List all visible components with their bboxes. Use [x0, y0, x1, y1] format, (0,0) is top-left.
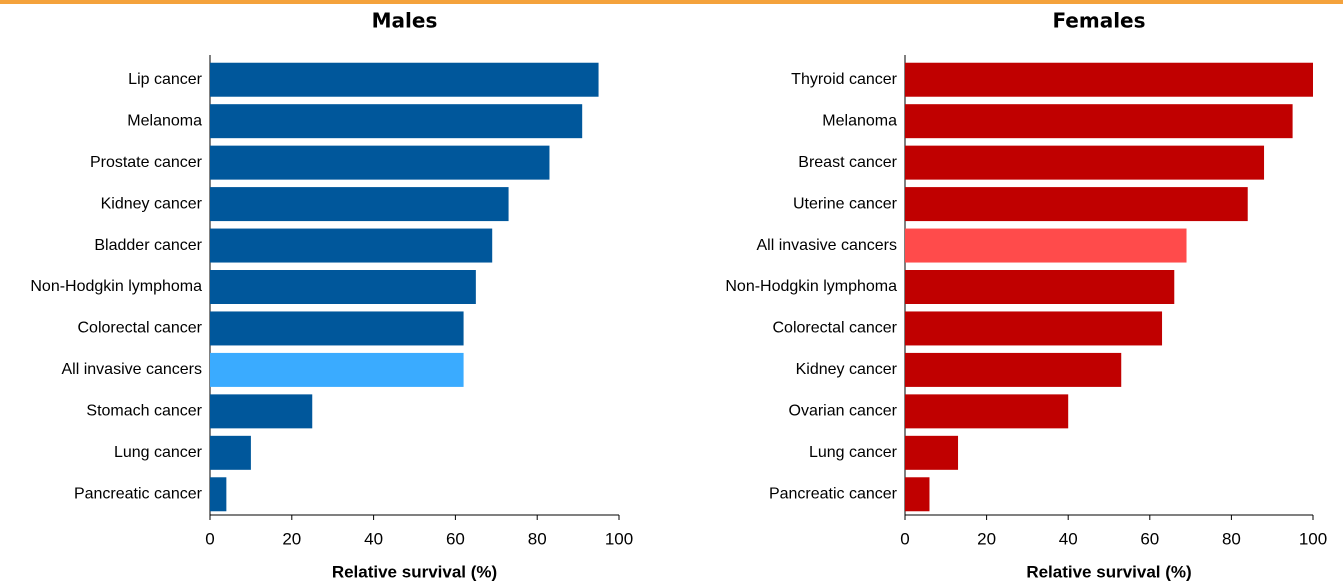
y-tick-label: Uterine cancer [793, 195, 898, 212]
y-tick-label: Pancreatic cancer [74, 485, 203, 502]
y-tick-label: Melanoma [127, 112, 202, 129]
x-axis-label: Relative survival (%) [1026, 562, 1191, 581]
chart-title: Males [372, 9, 438, 33]
y-tick-label: Thyroid cancer [791, 71, 897, 88]
x-tick-label: 100 [1299, 529, 1327, 548]
bar [210, 62, 599, 97]
y-tick-label: Non-Hodgkin lymphoma [725, 278, 897, 295]
bar [905, 394, 1069, 429]
x-tick-label: 100 [605, 529, 633, 548]
bar [210, 352, 464, 387]
y-tick-label: Prostate cancer [90, 154, 203, 171]
x-tick-label: 40 [364, 529, 383, 548]
y-tick-label: All invasive cancers [757, 237, 898, 254]
bar [905, 352, 1122, 387]
bar [210, 104, 583, 139]
x-tick-label: 0 [900, 529, 909, 548]
y-tick-label: All invasive cancers [62, 361, 203, 378]
bar [210, 187, 509, 222]
y-tick-label: Lip cancer [128, 71, 202, 88]
x-tick-label: 0 [205, 529, 214, 548]
y-tick-label: Stomach cancer [86, 403, 202, 420]
top-border [0, 0, 1343, 4]
bar [905, 187, 1248, 222]
bar [210, 435, 251, 470]
bar [905, 62, 1313, 97]
x-tick-label: 40 [1059, 529, 1078, 548]
y-tick-label: Kidney cancer [796, 361, 898, 378]
bar [905, 228, 1187, 263]
y-tick-label: Colorectal cancer [78, 320, 203, 337]
y-tick-label: Pancreatic cancer [769, 485, 898, 502]
x-tick-label: 20 [977, 529, 996, 548]
bar [905, 104, 1293, 139]
bar [905, 435, 959, 470]
y-tick-label: Ovarian cancer [789, 403, 898, 420]
bar [905, 145, 1265, 180]
y-tick-label: Melanoma [822, 112, 897, 129]
bar [210, 394, 313, 429]
bar [905, 477, 930, 512]
chart-title: Females [1052, 9, 1145, 33]
y-tick-label: Breast cancer [798, 154, 897, 171]
y-tick-label: Bladder cancer [94, 237, 202, 254]
bar [210, 311, 464, 346]
y-tick-label: Non-Hodgkin lymphoma [30, 278, 202, 295]
x-tick-label: 60 [446, 529, 465, 548]
bar [210, 477, 227, 512]
bar [210, 270, 476, 304]
y-tick-label: Kidney cancer [101, 195, 203, 212]
y-tick-label: Lung cancer [114, 444, 203, 461]
x-tick-label: 80 [1222, 529, 1241, 548]
x-tick-label: 20 [282, 529, 301, 548]
bar [905, 270, 1175, 304]
bar [905, 311, 1163, 346]
x-tick-label: 60 [1140, 529, 1159, 548]
bar [210, 228, 493, 263]
x-axis-label: Relative survival (%) [332, 562, 497, 581]
x-tick-label: 80 [528, 529, 547, 548]
y-tick-label: Colorectal cancer [773, 320, 898, 337]
bar [210, 145, 550, 180]
y-tick-label: Lung cancer [809, 444, 898, 461]
